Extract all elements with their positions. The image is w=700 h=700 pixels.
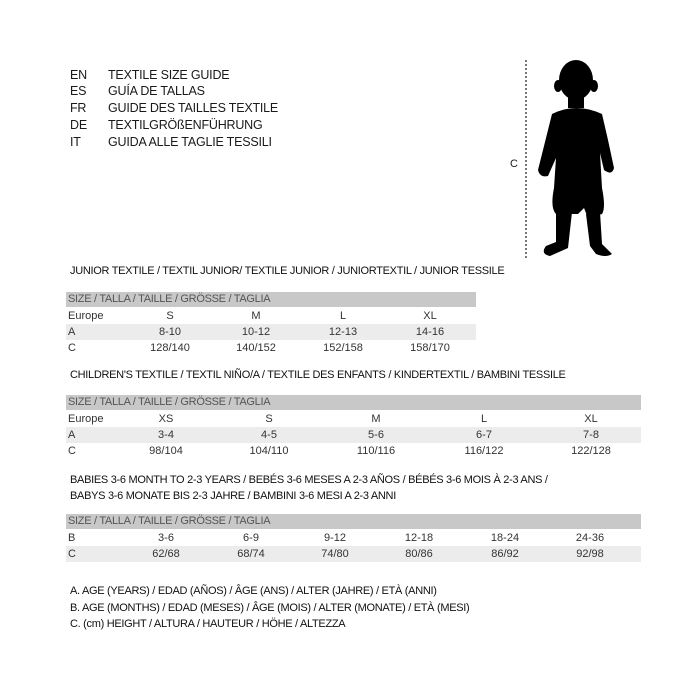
table-header: SIZE / TALLA / TAILLE / GRÖSSE / TAGLIA [66, 395, 641, 410]
table-header: SIZE / TALLA / TAILLE / GRÖSSE / TAGLIA [66, 292, 476, 307]
table-cell: M [251, 310, 261, 322]
table-cell: 92/98 [576, 548, 604, 560]
language-code: ES [70, 84, 87, 98]
table-cell: 128/140 [150, 342, 190, 354]
language-code: EN [70, 68, 87, 82]
table-cell: 86/92 [491, 548, 519, 560]
table-row: A 3-4 4-5 5-6 6-7 7-8 [66, 427, 641, 443]
table-cell: 10-12 [241, 326, 271, 338]
table-cell: S [265, 413, 273, 425]
table-row: B 3-6 6-9 9-12 12-18 18-24 24-36 [66, 530, 641, 546]
table-cell: 80/86 [405, 548, 433, 560]
table-row: C 98/104 104/110 110/116 116/122 122/128 [66, 443, 641, 459]
table-cell: 110/116 [356, 445, 396, 457]
table-row: A 8-10 10-12 12-13 14-16 [66, 324, 476, 340]
row-label: Europe [68, 413, 104, 425]
table-cell: 5-6 [368, 429, 384, 441]
table-cell: 6-7 [476, 429, 492, 441]
table-cell: 7-8 [583, 429, 599, 441]
table-cell: 24-36 [575, 532, 605, 544]
language-code: DE [70, 118, 87, 132]
table-cell: 104/110 [249, 445, 289, 457]
table-cell: 98/104 [149, 445, 183, 457]
table-cell: 152/158 [323, 342, 363, 354]
row-label: B [68, 532, 76, 544]
language-guide-title: GUIDE DES TAILLES TEXTILE [108, 101, 279, 115]
table-cell: L [339, 310, 347, 322]
table-cell: XL [584, 413, 598, 425]
table-cell: 158/170 [410, 342, 450, 354]
row-label: A [68, 429, 76, 441]
table-cell: 3-4 [158, 429, 174, 441]
babies-table-title: BABIES 3-6 MONTH TO 2-3 YEARS / BEBÉS 3-… [70, 474, 548, 486]
babies-table-title: BABYS 3-6 MONATE BIS 2-3 JAHRE / BAMBINI… [70, 490, 396, 502]
table-cell: 9-12 [323, 532, 347, 544]
table-cell: 140/152 [236, 342, 276, 354]
table-row: C 128/140 140/152 152/158 158/170 [66, 340, 476, 356]
table-cell: 62/68 [152, 548, 180, 560]
language-guide-title: TEXTILE SIZE GUIDE [108, 68, 230, 82]
child-silhouette-icon [538, 60, 614, 256]
language-guide-title: GUIDA ALLE TAGLIE TESSILI [108, 135, 272, 149]
legend-item: C. (cm) HEIGHT / ALTURA / HAUTEUR / HÖHE… [70, 618, 346, 630]
row-label: C [68, 548, 76, 560]
table-cell: 12-18 [404, 532, 434, 544]
height-measure-label: C [510, 158, 518, 170]
row-label: C [68, 342, 76, 354]
children-table-title: CHILDREN'S TEXTILE / TEXTIL NIÑO/A / TEX… [70, 369, 566, 381]
legend-item: B. AGE (MONTHS) / EDAD (MESES) / ÂGE (MO… [70, 602, 470, 614]
table-cell: 122/128 [571, 445, 611, 457]
junior-table-title: JUNIOR TEXTILE / TEXTIL JUNIOR/ TEXTILE … [70, 265, 505, 277]
table-cell: 12-13 [328, 326, 358, 338]
table-cell: XS [158, 413, 174, 425]
table-row: Europe XS S M L XL [66, 411, 641, 427]
language-code: IT [70, 135, 81, 149]
table-cell: XL [423, 310, 437, 322]
height-measure-line [525, 60, 527, 258]
table-row: C 62/68 68/74 74/80 80/86 86/92 92/98 [66, 546, 641, 562]
table-cell: L [480, 413, 488, 425]
table-cell: 3-6 [158, 532, 174, 544]
table-cell: 4-5 [261, 429, 277, 441]
row-label: A [68, 326, 76, 338]
table-cell: 116/122 [464, 445, 504, 457]
table-cell: M [371, 413, 381, 425]
language-guide-title: TEXTILGRÖßENFÜHRUNG [108, 118, 263, 132]
table-row: Europe S M L XL [66, 308, 476, 324]
table-cell: S [166, 310, 174, 322]
table-cell: 8-10 [158, 326, 182, 338]
table-cell: 14-16 [415, 326, 445, 338]
language-guide-title: GUÍA DE TALLAS [108, 84, 205, 98]
row-label: C [68, 445, 76, 457]
table-cell: 18-24 [490, 532, 520, 544]
legend-item: A. AGE (YEARS) / EDAD (AÑOS) / ÂGE (ANS)… [70, 585, 437, 597]
table-cell: 6-9 [243, 532, 259, 544]
language-code: FR [70, 101, 87, 115]
table-header: SIZE / TALLA / TAILLE / GRÖSSE / TAGLIA [66, 514, 641, 529]
row-label: Europe [68, 310, 104, 322]
table-cell: 68/74 [237, 548, 265, 560]
table-cell: 74/80 [321, 548, 349, 560]
